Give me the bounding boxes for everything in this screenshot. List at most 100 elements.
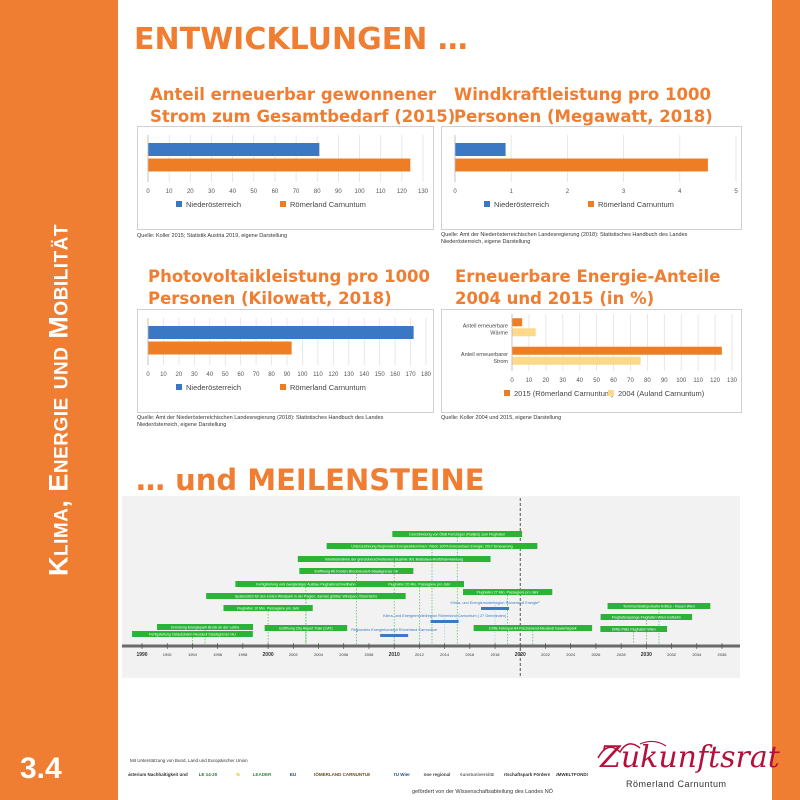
timeline-event-label: Durchbindung von ÖBB Fernzügen (Railjets… (409, 533, 505, 537)
tick-label: 1 (510, 189, 514, 195)
legend-label: Römerland Carnuntum (290, 200, 366, 209)
tick-label: 170 (406, 372, 417, 378)
timeline-event-box (600, 614, 693, 620)
partner-logo: Kunstuniversität (460, 771, 494, 777)
chart-title-line: Personen (Kilowatt, 2018) (148, 289, 392, 308)
tick-label: 3 (622, 189, 626, 195)
timeline-year-label: 1994 (188, 652, 198, 657)
chart-energy-shares-title: Erneuerbare Energie-Anteile 2004 und 201… (455, 266, 720, 310)
tick-label: 30 (208, 189, 215, 195)
timeline-event-label: Terminal Bratispurbahn Kottice - Rauen W… (623, 605, 695, 609)
chart-title-line: Photovoltaikleistung pro 1000 (148, 267, 431, 286)
timeline-event-box (235, 581, 377, 587)
chart-title-line: Strom zum Gesamtbedarf (2015) (150, 107, 456, 126)
tick-label: 70 (627, 378, 634, 384)
timeline-event-box (223, 605, 313, 611)
timeline-year-label: 2006 (339, 652, 349, 657)
timeline-year-label: 2026 (591, 652, 601, 657)
timeline-event-label: Dritte Piste Flughafen Wien (612, 628, 656, 632)
tick-label: 120 (328, 372, 339, 378)
tick-label: 70 (293, 189, 300, 195)
tick-label: 40 (229, 189, 236, 195)
milestone-timeline-svg: 1990 1992 1994 1996 1998 2000 2002 2004 2006 2008… (122, 498, 740, 678)
tick-label: 50 (593, 378, 600, 384)
legend-swatch (588, 201, 594, 207)
tick-label: 60 (272, 189, 279, 195)
timeline-event-label: Flughafen 20 Mio. Passagiere pro Jahr (388, 583, 451, 587)
timeline-event-box (157, 624, 254, 630)
tick-label: 60 (237, 372, 244, 378)
tick-label: 110 (376, 189, 386, 195)
timeline-event-box (392, 531, 523, 537)
legend-swatch (176, 201, 182, 207)
bar (455, 158, 708, 172)
timeline-year-label: 2010 (389, 652, 400, 658)
legend-swatch (280, 384, 286, 390)
tick-label: 10 (526, 378, 533, 384)
milestones-heading: … und MEILENSTEINE (136, 463, 485, 497)
timeline-event-box (297, 556, 491, 562)
tick-label: 0 (453, 189, 457, 195)
timeline-event-box (374, 581, 465, 587)
timeline-year-label: 1998 (238, 652, 248, 657)
bar (512, 328, 536, 337)
tick-label: 40 (576, 378, 583, 384)
partner-logo: RÖMERLAND CARNUNTUM (314, 771, 370, 777)
tick-label: 10 (160, 372, 167, 378)
tick-label: 110 (693, 378, 703, 384)
developments-heading: ENTWICKLUNGEN … (134, 22, 468, 57)
tick-label: 100 (676, 378, 687, 384)
footer-support-text: Mit Unterstützung von Bund, Land und Eur… (130, 758, 248, 763)
bar (512, 346, 722, 355)
brand-name: Zukunftsrat (600, 740, 780, 775)
tick-label: 130 (727, 378, 738, 384)
tick-label: 80 (314, 189, 321, 195)
bar (512, 318, 523, 327)
tick-label: 80 (268, 372, 275, 378)
chart-title-line: Anteil erneuerbar gewonnener (150, 85, 437, 104)
tick-label: 90 (284, 372, 291, 378)
legend-swatch (280, 201, 286, 207)
partner-logo: N (236, 771, 240, 777)
partner-logo: LE 14-20 (198, 771, 218, 777)
timeline-year-label: 2032 (667, 652, 677, 657)
tick-label: 70 (253, 372, 260, 378)
tick-label: 110 (313, 372, 323, 378)
tick-label: 4 (678, 189, 682, 195)
partner-logos: Bundesministerium Nachhaltigkeit und Tou… (128, 763, 588, 789)
legend-label: 2004 (Auland Carnuntum) (618, 389, 705, 398)
tick-label: 120 (710, 378, 721, 384)
chart-renewable-share: 0 10 20 30 40 50 60 70 80 90 100 110 120 130 Niederöst… (137, 126, 434, 230)
timeline-year-label: 2008 (365, 652, 375, 657)
timeline-event-label: Eröffnung City Airport Train (CAT) (279, 627, 332, 631)
chart-photovoltaic-title: Photovoltaikleistung pro 1000 Personen (… (148, 266, 430, 310)
timeline-event-box (264, 625, 348, 631)
chart-title-line: Personen (Megawatt, 2018) (454, 107, 713, 126)
tick-label: 90 (661, 378, 668, 384)
footer-funding-text: gefördert von der Wissenschaftsabteilung… (412, 789, 553, 795)
chart-wind-power-source: Quelle: Amt der Niederösterreichischen L… (441, 232, 687, 246)
bar (148, 341, 292, 355)
legend-swatch (608, 390, 614, 396)
chart-wind-power-title: Windkraftleistung pro 1000 Personen (Meg… (454, 84, 713, 128)
partner-logo: Bundesministerium Nachhaltigkeit und Tou… (128, 771, 188, 777)
event-duration-bar (481, 607, 510, 610)
timeline-year-label: 2030 (641, 652, 652, 658)
chart-photovoltaic-source: Quelle: Amt der Niederösterreichischen L… (137, 415, 383, 429)
tick-label: 160 (390, 372, 401, 378)
timeline-year-label: 2002 (289, 652, 299, 657)
chart-title-line: Windkraftleistung pro 1000 (454, 85, 711, 104)
tick-label: 90 (335, 189, 342, 195)
timeline-event-label: Dritte Fahrspur A4 Fischamend-Neusiedl G… (489, 627, 577, 631)
sidebar-title: Klima, Energie und Mobilität (43, 223, 74, 577)
timeline-event-label: Eröffnung A6 Knoten Bruckneudorf-Staatsg… (315, 570, 399, 574)
chart-renewable-share-title: Anteil erneuerbar gewonnener Strom zum G… (150, 84, 455, 128)
tick-label: 30 (191, 372, 198, 378)
partner-logo: UMWELTFONDS (556, 771, 588, 777)
partner-logo: EU (289, 771, 297, 777)
milestone-timeline: 1990 1992 1994 1996 1998 2000 2002 2004 2006 2008… (122, 496, 740, 678)
legend-label: Niederösterreich (186, 200, 241, 209)
legend-label: Niederösterreich (494, 200, 549, 209)
brand-subtitle: Römerland Carnuntum (626, 779, 727, 789)
tick-label: 130 (344, 372, 355, 378)
